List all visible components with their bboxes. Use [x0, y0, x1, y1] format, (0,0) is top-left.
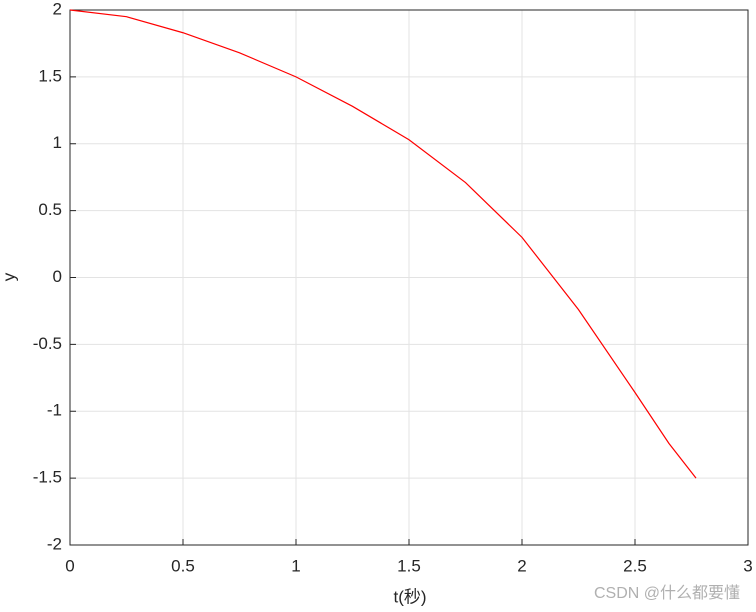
- x-tick-label: 2: [517, 556, 526, 575]
- y-tick-label: 1: [53, 133, 62, 152]
- x-tick-label: 0.5: [171, 556, 195, 575]
- y-tick-label: -2: [47, 534, 62, 553]
- x-tick-label: 1: [291, 556, 300, 575]
- x-tick-label: 1.5: [397, 556, 421, 575]
- y-tick-label: 0.5: [38, 200, 62, 219]
- axes-box: [69, 9, 749, 546]
- watermark: CSDN @什么都要懂: [594, 584, 740, 602]
- y-tick-label: -1.5: [33, 468, 62, 487]
- x-tick-label: 3: [743, 556, 752, 575]
- y-tick-label: -0.5: [33, 334, 62, 353]
- y-axis-label: y: [0, 272, 18, 281]
- x-axis-label: t(秒): [393, 587, 426, 606]
- x-tick-label: 2.5: [623, 556, 647, 575]
- x-tick-label: 0: [65, 556, 74, 575]
- y-tick-label: 0: [53, 267, 62, 286]
- data-line: [69, 9, 697, 479]
- y-tick-label: 2: [53, 0, 62, 18]
- y-tick-label: -1: [47, 401, 62, 420]
- y-tick-label: 1.5: [38, 66, 62, 85]
